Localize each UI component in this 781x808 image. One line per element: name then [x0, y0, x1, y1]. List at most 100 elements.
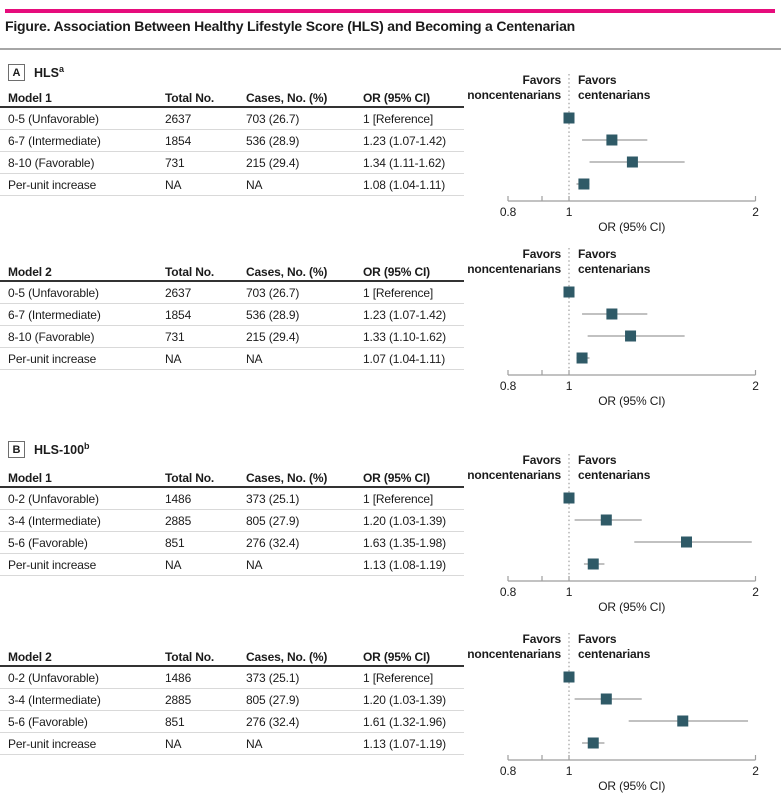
table-cell: 805 (27.9) — [246, 509, 363, 532]
x-axis-tick-label: 1 — [566, 585, 573, 599]
table-cell: 1.34 (1.11-1.62) — [363, 151, 464, 174]
section-b-model2: Model 2 Total No. Cases, No. (%) OR (95% CI… — [0, 648, 464, 755]
table-row: 6-7 (Intermediate) 1854 536 (28.9) 1.23 (1.… — [0, 129, 464, 152]
table-cell: 1.61 (1.32-1.96) — [363, 710, 464, 733]
or-marker — [563, 112, 575, 124]
table-cell: 215 (29.4) — [246, 325, 363, 348]
table-cell: 276 (32.4) — [246, 710, 363, 733]
panel-a-footnote-marker: a — [59, 64, 65, 75]
x-axis-tick-label: 2 — [752, 585, 759, 599]
table-cell: Per-unit increase — [0, 173, 165, 196]
column-header: Model 2 — [0, 263, 165, 282]
table-cell: 3-4 (Intermediate) — [0, 509, 165, 532]
table-row: 3-4 (Intermediate) 2885 805 (27.9) 1.20 (1.… — [0, 509, 464, 532]
table-cell: 276 (32.4) — [246, 531, 363, 554]
table-cell: 1 [Reference] — [363, 487, 464, 510]
x-axis-tick-label: 1 — [566, 379, 573, 393]
accent-bar — [5, 9, 775, 13]
x-axis-title: OR (95% CI) — [598, 600, 665, 614]
panel-b-label: B HLS-100b — [8, 441, 90, 458]
table-cell: 1.07 (1.04-1.11) — [363, 347, 464, 370]
table-cell: Per-unit increase — [0, 732, 165, 755]
column-header: Model 1 — [0, 469, 165, 488]
favors-left-label-line1: Favors — [523, 73, 562, 87]
x-axis-title: OR (95% CI) — [598, 220, 665, 234]
table-cell: NA — [246, 553, 363, 576]
section-a-model1: Model 1 Total No. Cases, No. (%) OR (95% CI… — [0, 89, 464, 196]
panel-a-badge: A — [8, 64, 25, 81]
or-marker — [578, 178, 590, 190]
column-header: Cases, No. (%) — [246, 648, 363, 667]
table-cell: 1 [Reference] — [363, 107, 464, 130]
or-marker — [563, 671, 575, 683]
table-row: 8-10 (Favorable) 731 215 (29.4) 1.33 (1.10-… — [0, 325, 464, 348]
table-cell: 1486 — [165, 487, 246, 510]
favors-right-label-line2: centenarians — [578, 647, 651, 661]
or-table-a-model2: Model 2 Total No. Cases, No. (%) OR (95% CI… — [0, 263, 464, 370]
table-cell: 0-2 (Unfavorable) — [0, 666, 165, 689]
table-row: 8-10 (Favorable) 731 215 (29.4) 1.34 (1.11-… — [0, 151, 464, 174]
favors-left-label-line2: noncentenarians — [467, 468, 561, 482]
panel-a-heading-text: HLS — [34, 66, 59, 81]
favors-left-label-line2: noncentenarians — [467, 262, 561, 276]
table-cell: 5-6 (Favorable) — [0, 531, 165, 554]
table-cell: 731 — [165, 325, 246, 348]
x-axis-tick-label: 0.8 — [500, 585, 517, 599]
table-cell: 8-10 (Favorable) — [0, 325, 165, 348]
or-marker — [563, 286, 575, 298]
x-axis-tick-label: 0.8 — [500, 764, 517, 778]
or-marker — [576, 352, 588, 364]
figure-title: Figure. Association Between Healthy Life… — [5, 18, 576, 34]
column-header: Total No. — [165, 648, 246, 667]
table-row: Per-unit increase NA NA 1.07 (1.04-1.11) — [0, 347, 464, 370]
favors-left-label-line1: Favors — [523, 453, 562, 467]
column-header: OR (95% CI) — [363, 263, 464, 282]
column-header: Total No. — [165, 89, 246, 108]
table-cell: 1854 — [165, 129, 246, 152]
table-cell: 1.23 (1.07-1.42) — [363, 303, 464, 326]
table-cell: 851 — [165, 710, 246, 733]
table-cell: NA — [165, 173, 246, 196]
or-marker — [606, 308, 618, 320]
x-axis-tick-label: 1 — [566, 764, 573, 778]
section-a-model2: Model 2 Total No. Cases, No. (%) OR (95% CI… — [0, 263, 464, 370]
table-cell: 731 — [165, 151, 246, 174]
table-cell: NA — [165, 732, 246, 755]
table-header-row: Model 1 Total No. Cases, No. (%) OR (95% CI… — [0, 469, 464, 488]
x-axis-tick-label: 2 — [752, 379, 759, 393]
column-header: OR (95% CI) — [363, 469, 464, 488]
or-table-b-model1: Model 1 Total No. Cases, No. (%) OR (95% CI… — [0, 469, 464, 576]
column-header: Total No. — [165, 263, 246, 282]
or-marker — [600, 514, 612, 526]
table-cell: 1854 — [165, 303, 246, 326]
table-row: 6-7 (Intermediate) 1854 536 (28.9) 1.23 (1.… — [0, 303, 464, 326]
x-axis-title: OR (95% CI) — [598, 779, 665, 793]
favors-right-label-line1: Favors — [578, 247, 617, 261]
or-marker — [606, 134, 618, 146]
table-cell: 1 [Reference] — [363, 281, 464, 304]
favors-left-label-line2: noncentenarians — [467, 647, 561, 661]
or-marker — [626, 156, 638, 168]
favors-left-label-line1: Favors — [523, 632, 562, 646]
table-header-row: Model 2 Total No. Cases, No. (%) OR (95% CI… — [0, 263, 464, 282]
column-header: Model 2 — [0, 648, 165, 667]
table-cell: 2885 — [165, 688, 246, 711]
table-cell: 373 (25.1) — [246, 487, 363, 510]
table-cell: 0-5 (Unfavorable) — [0, 107, 165, 130]
favors-right-label-line2: centenarians — [578, 468, 651, 482]
or-marker — [680, 536, 692, 548]
table-cell: 6-7 (Intermediate) — [0, 129, 165, 152]
column-header: Total No. — [165, 469, 246, 488]
table-cell: NA — [246, 347, 363, 370]
table-row: Per-unit increase NA NA 1.13 (1.08-1.19) — [0, 553, 464, 576]
table-row: 0-2 (Unfavorable) 1486 373 (25.1) 1 [Refere… — [0, 666, 464, 689]
title-rule — [0, 48, 781, 50]
table-cell: 851 — [165, 531, 246, 554]
favors-right-label-line2: centenarians — [578, 262, 651, 276]
table-cell: NA — [246, 173, 363, 196]
forest-plot-b-model1: FavorsnoncentenariansFavorscentenarians0… — [467, 453, 759, 614]
table-cell: 0-2 (Unfavorable) — [0, 487, 165, 510]
table-cell: NA — [246, 732, 363, 755]
section-b-model1: Model 1 Total No. Cases, No. (%) OR (95% CI… — [0, 469, 464, 576]
